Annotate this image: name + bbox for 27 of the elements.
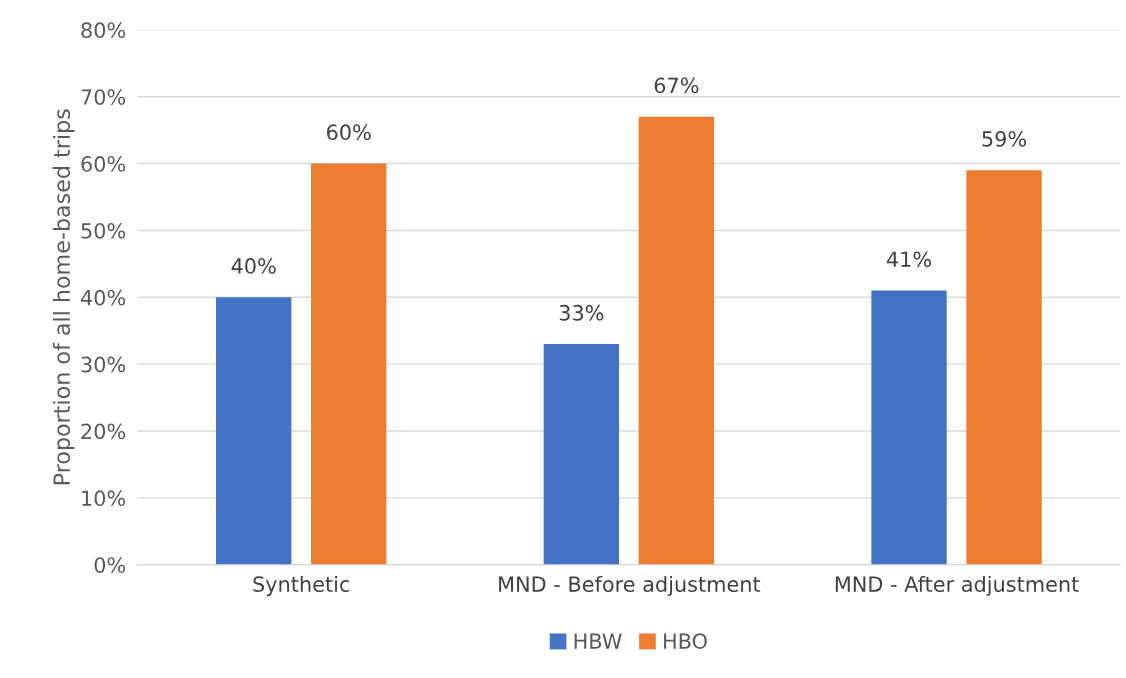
data-label: 59% — [982, 131, 1027, 147]
legend-label: HBW — [574, 633, 622, 649]
x-tick-label: MND - After adjustment — [835, 575, 1079, 597]
bar — [311, 163, 387, 565]
y-tick-label: 20% — [81, 423, 126, 440]
y-tick-label: 30% — [81, 356, 126, 373]
x-tick-label: MND - Before adjustment — [499, 575, 761, 597]
y-axis-title: Proportion of all home-based trips — [52, 109, 75, 485]
bar — [216, 297, 292, 565]
y-tick-label: 40% — [80, 289, 126, 306]
x-tick-label: Synthetic — [253, 575, 350, 597]
y-tick-label: 60% — [81, 156, 126, 172]
data-label: 40% — [231, 258, 276, 274]
y-tick-label: 10% — [82, 490, 126, 507]
bar — [966, 170, 1042, 565]
y-tick-label: 70% — [81, 89, 126, 105]
bar — [871, 290, 947, 565]
data-label: 33% — [559, 304, 604, 321]
bar — [638, 116, 715, 565]
data-label: 60% — [327, 124, 371, 141]
y-tick-label: 50% — [81, 222, 126, 239]
bar — [543, 344, 620, 565]
legend-label: HBO — [664, 633, 707, 649]
data-label: 41% — [886, 251, 932, 268]
data-label: 67% — [654, 77, 699, 94]
y-tick-label: 80% — [81, 22, 126, 39]
y-tick-label: 0% — [94, 557, 126, 573]
